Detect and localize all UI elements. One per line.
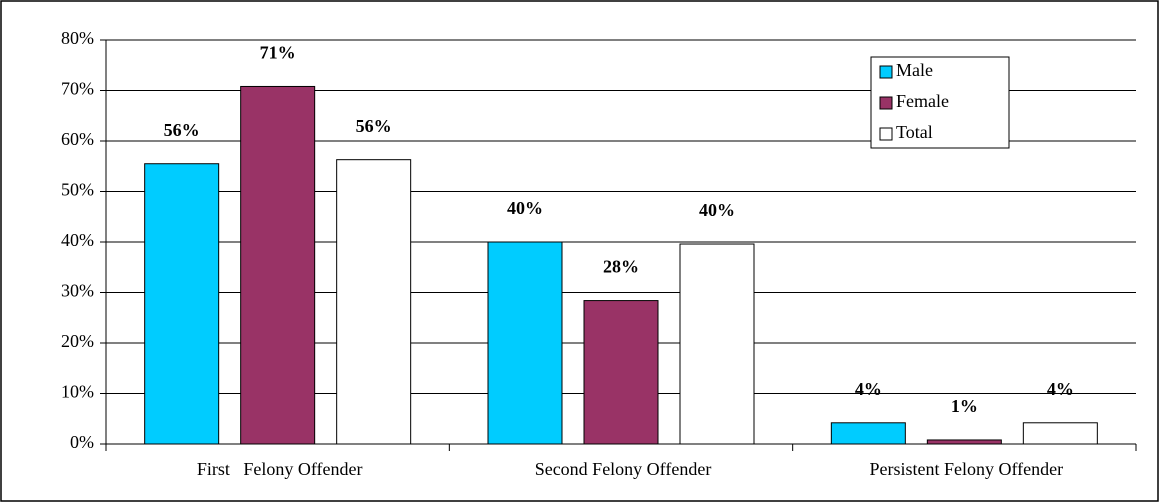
bar — [487, 241, 563, 445]
legend-label: Female — [896, 91, 949, 111]
x-tick-label: Persistent Felony Offender — [870, 459, 1064, 479]
data-label: 4% — [855, 379, 882, 399]
legend-swatch — [879, 127, 893, 141]
bar — [679, 243, 755, 445]
y-tick-label: 0% — [70, 432, 94, 452]
data-label: 71% — [260, 43, 296, 63]
bar — [336, 159, 412, 445]
data-label: 40% — [699, 200, 735, 220]
x-tick-label: Second Felony Offender — [535, 459, 712, 479]
legend-swatch — [879, 96, 893, 110]
y-tick-label: 40% — [61, 230, 94, 250]
y-tick-label: 10% — [61, 382, 94, 402]
data-label: 56% — [164, 120, 200, 140]
bar — [240, 85, 316, 445]
y-tick-label: 60% — [61, 129, 94, 149]
y-tick-label: 50% — [61, 180, 94, 200]
y-tick-label: 70% — [61, 79, 94, 99]
y-tick-label: 80% — [61, 28, 94, 48]
bar — [583, 300, 659, 445]
bar — [1022, 422, 1098, 445]
data-label: 56% — [356, 116, 392, 136]
bar — [926, 439, 1002, 445]
data-label: 4% — [1047, 379, 1074, 399]
legend-label: Male — [896, 60, 933, 80]
bar — [830, 422, 906, 445]
bar — [144, 163, 220, 445]
legend-box — [870, 56, 1010, 149]
y-tick-label: 30% — [61, 281, 94, 301]
data-label: 1% — [951, 396, 978, 416]
legend-swatch — [879, 65, 893, 79]
legend-label: Total — [896, 122, 933, 142]
x-tick-label: First Felony Offender — [197, 459, 363, 479]
data-label: 40% — [507, 198, 543, 218]
y-tick-label: 20% — [61, 331, 94, 351]
data-label: 28% — [603, 257, 639, 277]
